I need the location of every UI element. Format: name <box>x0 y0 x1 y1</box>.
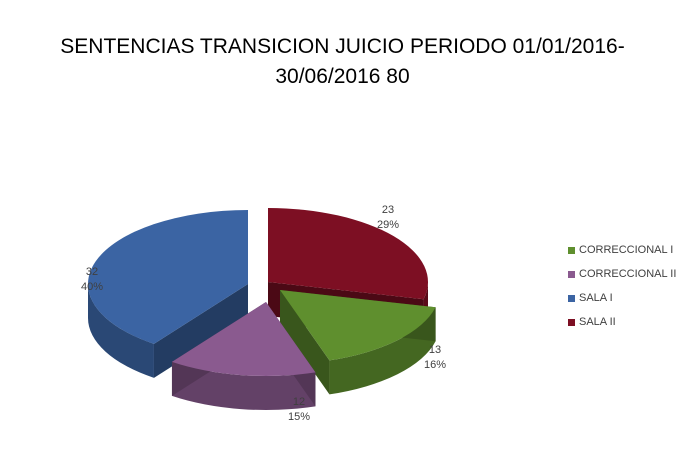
pie-slice-cut <box>280 290 330 395</box>
data-label-sala-ii: 23 29% <box>358 203 418 233</box>
data-label-percent: 16% <box>423 359 447 371</box>
legend-swatch <box>568 270 575 278</box>
pie-slice-correccional-ii <box>171 302 316 410</box>
legend-label: SALA II <box>579 316 616 328</box>
legend-label: CORRECCIONAL I <box>579 244 674 256</box>
data-label-percent: 15% <box>287 411 311 423</box>
legend-swatch <box>568 294 575 302</box>
data-label-correccional-i: 13 16% <box>405 343 465 373</box>
legend-label: SALA I <box>579 292 613 304</box>
pie-slice-side <box>329 307 436 395</box>
data-label-correccional-ii: 12 15% <box>269 395 329 425</box>
chart-title-line2: 30/06/2016 80 <box>275 65 410 88</box>
legend-swatch <box>568 318 575 326</box>
pie-slice-cut <box>153 284 248 378</box>
chart-title: SENTENCIAS TRANSICION JUICIO PERIODO 01/… <box>0 32 685 92</box>
legend-label: CORRECCIONAL II <box>579 268 677 280</box>
chart-title-line1: SENTENCIAS TRANSICION JUICIO PERIODO 01/… <box>60 35 625 58</box>
legend-item-sala-i: SALA I <box>568 286 676 310</box>
data-label-percent: 40% <box>80 281 104 293</box>
legend-item-correccional-ii: CORRECCIONAL II <box>568 262 676 286</box>
legend-item-sala-ii: SALA II <box>568 310 676 334</box>
pie-slice-top <box>171 302 316 376</box>
legend-swatch <box>568 246 575 254</box>
data-label-value: 12 <box>292 396 306 408</box>
data-label-value: 32 <box>85 266 99 278</box>
pie-slice-top <box>280 290 436 361</box>
data-label-sala-i: 32 40% <box>62 265 122 295</box>
legend: CORRECCIONAL I CORRECCIONAL II SALA I SA… <box>568 238 676 334</box>
pie-slice-correccional-i <box>280 290 436 395</box>
data-label-value: 13 <box>428 344 442 356</box>
pie-slice-side <box>88 284 154 378</box>
data-label-value: 23 <box>381 204 395 216</box>
legend-item-correccional-i: CORRECCIONAL I <box>568 238 676 262</box>
pie-slice-sala-i <box>88 210 248 378</box>
pie-slice-top <box>268 208 428 300</box>
data-label-percent: 29% <box>376 219 400 231</box>
pie-slice-side <box>171 361 316 410</box>
pie-slice-top <box>88 210 248 344</box>
